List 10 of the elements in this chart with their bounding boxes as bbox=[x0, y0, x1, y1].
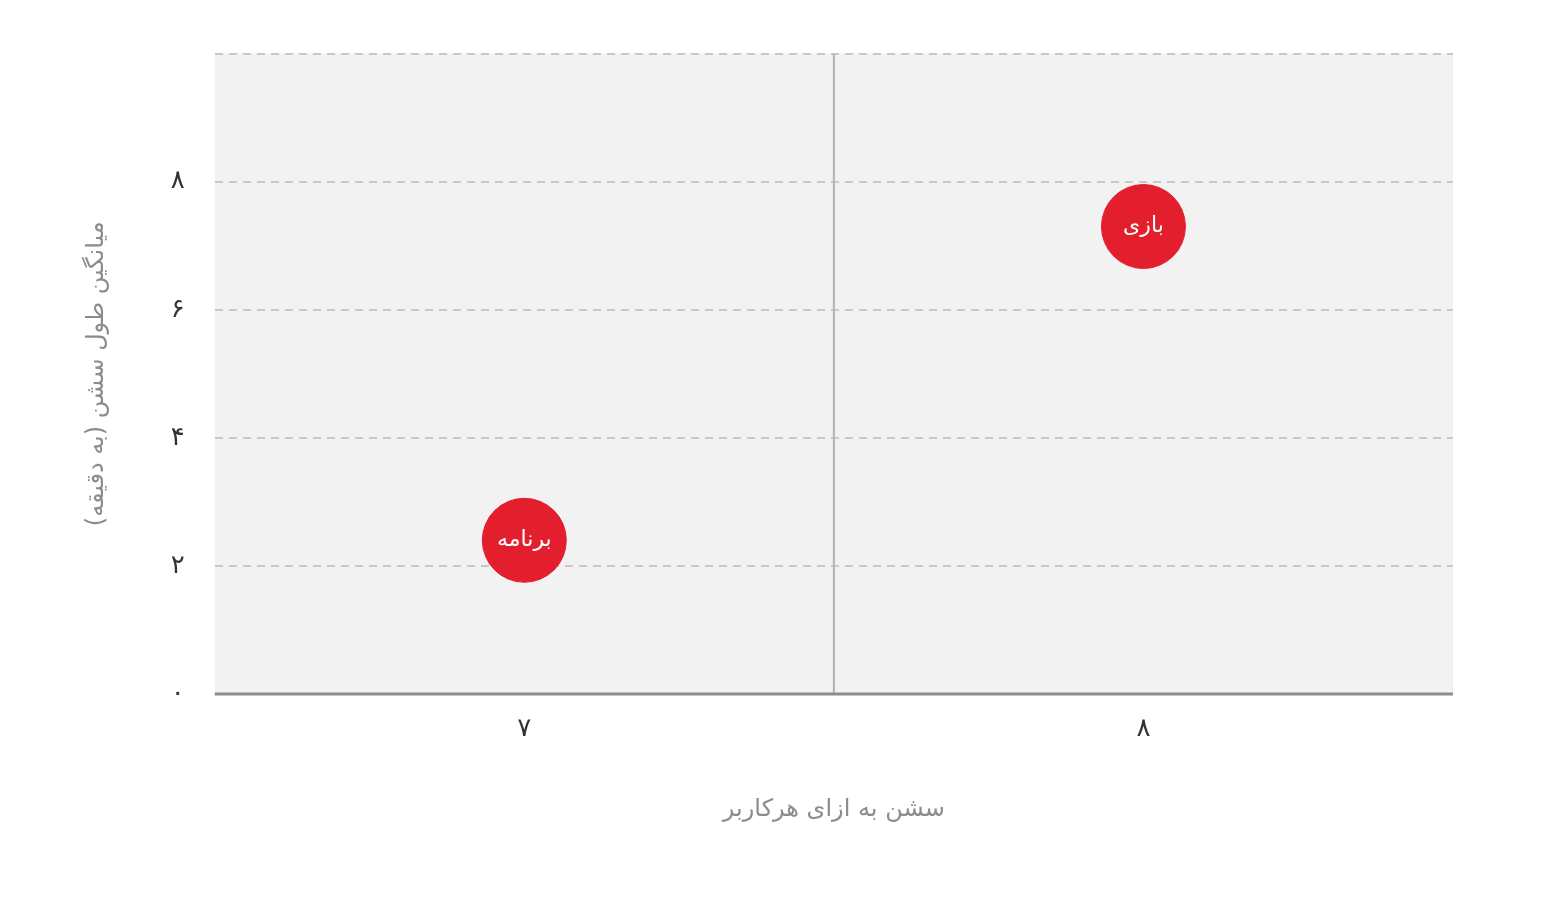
y-tick-label: ۲ bbox=[170, 548, 185, 579]
x-axis-title: سشن به ازای هرکاربر bbox=[721, 793, 945, 822]
y-tick-label: ۰ bbox=[170, 676, 185, 707]
series-label: بازی bbox=[1123, 212, 1164, 238]
y-tick-label: ۶ bbox=[170, 292, 185, 323]
y-tick-label: ۸ bbox=[170, 164, 185, 195]
y-axis-title: میانگین طول سشن (به دقیقه) bbox=[80, 221, 109, 527]
y-tick-label: ۴ bbox=[170, 420, 185, 451]
series-label: برنامه bbox=[496, 526, 552, 552]
x-tick-label: ۷ bbox=[517, 712, 532, 743]
